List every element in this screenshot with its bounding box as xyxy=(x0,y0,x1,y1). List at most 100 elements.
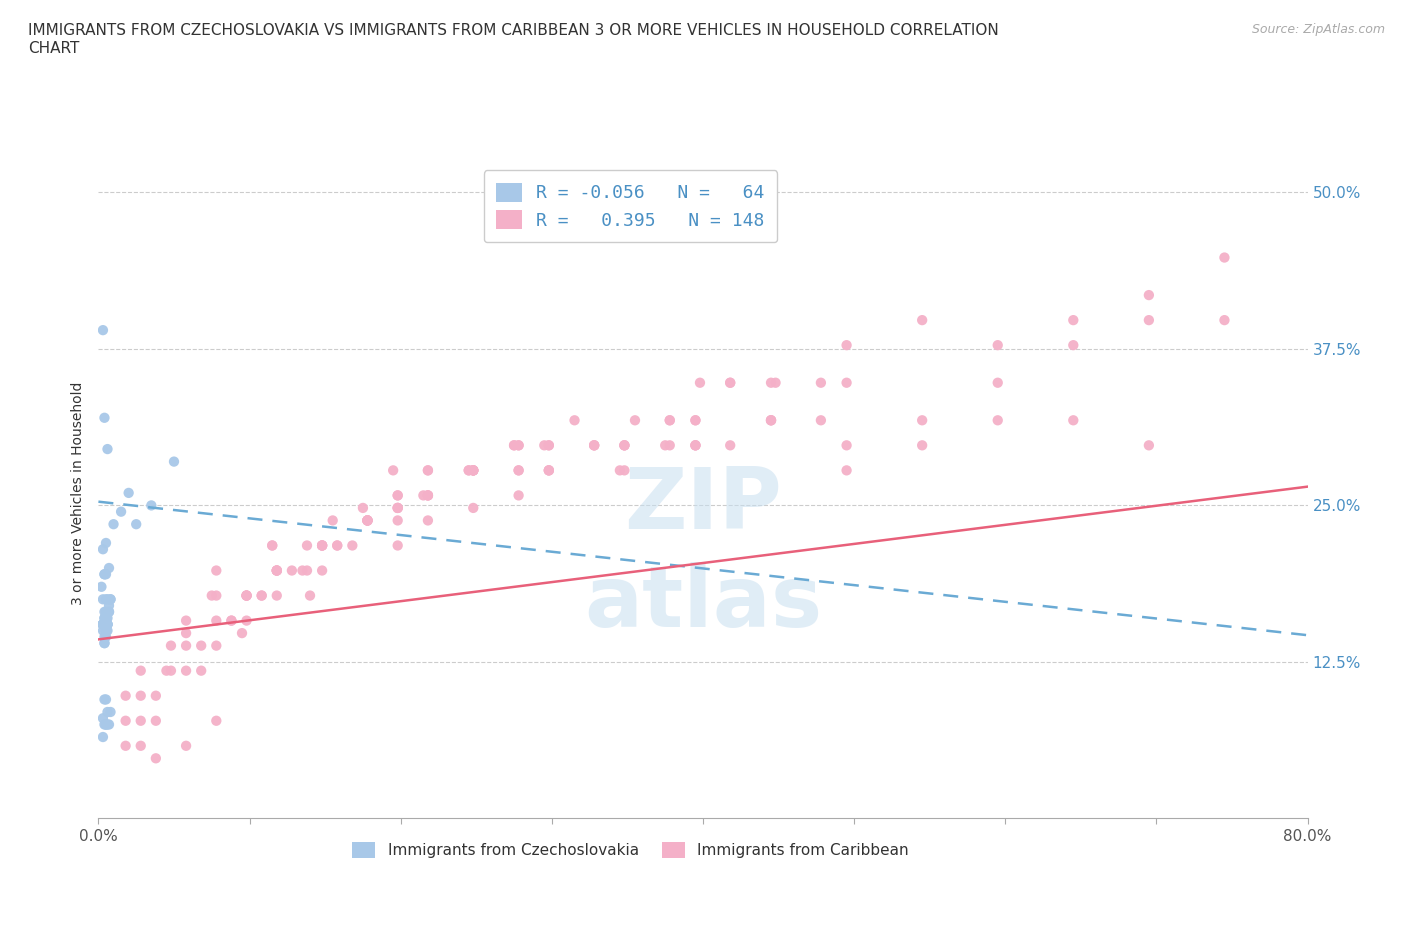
Point xyxy=(103,517,125,532)
Point xyxy=(987,376,1010,391)
Text: ZIP: ZIP xyxy=(624,464,782,548)
Point xyxy=(537,463,560,478)
Point xyxy=(174,738,197,753)
Point xyxy=(508,438,530,453)
Point xyxy=(835,376,858,391)
Y-axis label: 3 or more Vehicles in Household: 3 or more Vehicles in Household xyxy=(72,381,86,604)
Point xyxy=(416,463,439,478)
Point xyxy=(96,617,118,631)
Point xyxy=(911,438,934,453)
Point xyxy=(356,513,378,528)
Point xyxy=(416,488,439,503)
Point xyxy=(91,617,114,631)
Point xyxy=(613,438,636,453)
Point xyxy=(503,438,526,453)
Point xyxy=(1062,338,1084,352)
Point xyxy=(231,626,253,641)
Point xyxy=(416,463,439,478)
Point xyxy=(94,567,117,582)
Point xyxy=(685,413,707,428)
Point xyxy=(463,463,485,478)
Point xyxy=(718,438,741,453)
Point xyxy=(311,538,333,553)
Point xyxy=(387,488,409,503)
Point xyxy=(91,617,114,631)
Point xyxy=(100,591,122,606)
Point xyxy=(759,413,782,428)
Point xyxy=(387,488,409,503)
Point xyxy=(94,591,117,606)
Point xyxy=(503,438,526,453)
Point xyxy=(658,438,681,453)
Point xyxy=(163,454,186,469)
Point xyxy=(91,729,114,744)
Point xyxy=(91,617,114,631)
Point xyxy=(810,413,832,428)
Point xyxy=(356,513,378,528)
Point xyxy=(94,623,117,638)
Point xyxy=(352,500,374,515)
Point xyxy=(91,591,114,606)
Point xyxy=(583,438,606,453)
Point xyxy=(266,588,288,603)
Point xyxy=(91,711,114,725)
Point xyxy=(508,463,530,478)
Point xyxy=(93,567,115,582)
Point xyxy=(1213,250,1236,265)
Point xyxy=(1062,312,1084,327)
Point xyxy=(114,738,136,753)
Point xyxy=(718,376,741,391)
Point xyxy=(537,463,560,478)
Point xyxy=(129,713,152,728)
Point xyxy=(583,438,606,453)
Point xyxy=(205,713,228,728)
Point xyxy=(114,713,136,728)
Point xyxy=(93,604,115,619)
Point xyxy=(262,538,284,553)
Point xyxy=(93,692,115,707)
Point xyxy=(533,438,555,453)
Point xyxy=(98,604,121,619)
Point xyxy=(190,638,212,653)
Point xyxy=(160,663,183,678)
Point xyxy=(463,463,485,478)
Point xyxy=(508,463,530,478)
Point xyxy=(295,563,318,578)
Point xyxy=(457,463,479,478)
Point xyxy=(356,513,378,528)
Point xyxy=(93,630,115,644)
Point xyxy=(1213,312,1236,327)
Point xyxy=(311,563,333,578)
Point xyxy=(685,413,707,428)
Point xyxy=(835,338,858,352)
Point xyxy=(96,442,118,457)
Point xyxy=(93,611,115,626)
Point xyxy=(174,613,197,628)
Point xyxy=(94,611,117,626)
Point xyxy=(987,338,1010,352)
Point xyxy=(463,463,485,478)
Point xyxy=(322,513,344,528)
Point xyxy=(759,376,782,391)
Point xyxy=(266,563,288,578)
Point xyxy=(91,617,114,631)
Point xyxy=(685,438,707,453)
Point xyxy=(835,438,858,453)
Point xyxy=(342,538,364,553)
Point xyxy=(96,617,118,631)
Point xyxy=(93,617,115,631)
Point xyxy=(96,617,118,631)
Point xyxy=(93,636,115,651)
Point xyxy=(96,705,118,720)
Point xyxy=(145,751,167,765)
Point xyxy=(235,588,257,603)
Point xyxy=(91,542,114,557)
Point xyxy=(190,663,212,678)
Point xyxy=(205,613,228,628)
Point xyxy=(174,663,197,678)
Point xyxy=(537,463,560,478)
Point xyxy=(311,538,333,553)
Point xyxy=(311,538,333,553)
Point xyxy=(221,613,243,628)
Point xyxy=(911,413,934,428)
